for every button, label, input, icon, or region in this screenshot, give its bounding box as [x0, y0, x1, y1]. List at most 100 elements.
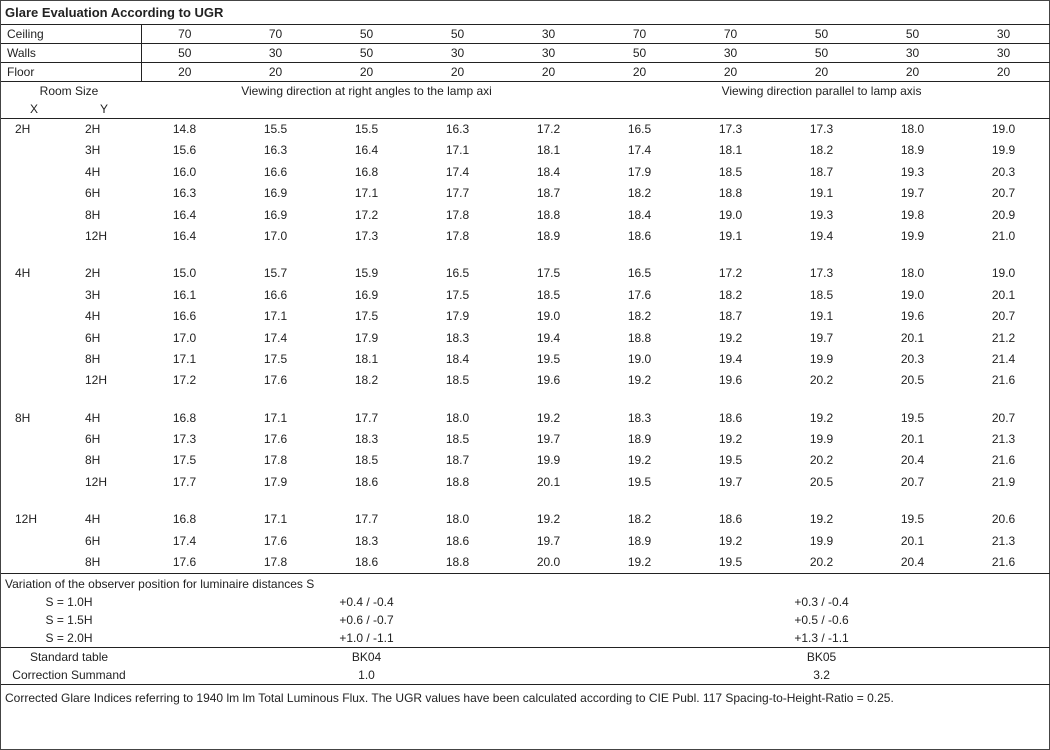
ugr-value: 18.4 [505, 162, 596, 183]
ugr-value: 16.9 [232, 205, 323, 226]
ugr-value: 19.5 [596, 472, 687, 493]
variation-s: S = 1.0H [1, 593, 141, 611]
room-x: 2H [1, 119, 71, 141]
ugr-value: 17.3 [323, 226, 414, 247]
table-title: Glare Evaluation According to UGR [1, 1, 1050, 25]
ugr-value: 20.5 [869, 370, 960, 391]
ugr-value: 19.3 [778, 205, 869, 226]
room-y: 3H [71, 140, 141, 161]
ugr-value: 16.5 [596, 263, 687, 284]
ugr-value: 17.7 [323, 408, 414, 429]
room-y: 12H [71, 370, 141, 391]
variation-left: +0.4 / -0.4 [141, 593, 596, 611]
footnote-row: Corrected Glare Indices referring to 194… [1, 685, 1050, 712]
ugr-value: 17.1 [141, 349, 232, 370]
correction-row: Correction Summand 1.0 3.2 [1, 666, 1050, 685]
floor-row: Floor 20 20 20 20 20 20 20 20 20 20 [1, 63, 1050, 82]
ugr-value: 19.2 [596, 552, 687, 574]
ugr-value: 17.8 [414, 226, 505, 247]
ugr-value: 17.3 [687, 119, 778, 141]
ugr-value: 17.4 [141, 531, 232, 552]
ugr-value: 18.6 [323, 552, 414, 574]
ceiling-row: Ceiling 70 70 50 50 30 70 70 50 50 30 [1, 25, 1050, 44]
ugr-value: 18.6 [323, 472, 414, 493]
ugr-value: 20.7 [960, 183, 1050, 204]
title-row: Glare Evaluation According to UGR [1, 1, 1050, 25]
ugr-value: 16.4 [323, 140, 414, 161]
ugr-value: 17.5 [141, 450, 232, 471]
ugr-value: 16.0 [141, 162, 232, 183]
ugr-value: 17.6 [232, 531, 323, 552]
ugr-value: 18.1 [505, 140, 596, 161]
ugr-value: 18.3 [323, 429, 414, 450]
ugr-value: 15.9 [323, 263, 414, 284]
ugr-value: 20.1 [960, 285, 1050, 306]
ugr-value: 17.1 [232, 408, 323, 429]
variation-right: +0.5 / -0.6 [596, 611, 1050, 629]
ugr-value: 19.0 [687, 205, 778, 226]
ugr-value: 18.5 [414, 370, 505, 391]
ugr-value: 20.3 [960, 162, 1050, 183]
ugr-value: 19.5 [505, 349, 596, 370]
ugr-value: 16.6 [232, 162, 323, 183]
ugr-value: 18.6 [687, 408, 778, 429]
room-y: 8H [71, 552, 141, 574]
ugr-value: 19.0 [960, 263, 1050, 284]
variation-left: +0.6 / -0.7 [141, 611, 596, 629]
ugr-value: 18.9 [596, 531, 687, 552]
ugr-value: 19.2 [778, 408, 869, 429]
ugr-value: 18.5 [414, 429, 505, 450]
ugr-value: 19.9 [778, 429, 869, 450]
standard-table-right: BK05 [596, 648, 1050, 667]
ugr-value: 20.0 [505, 552, 596, 574]
ugr-value: 18.2 [596, 306, 687, 327]
variation-s: S = 1.5H [1, 611, 141, 629]
ugr-value: 18.5 [323, 450, 414, 471]
ugr-value: 19.4 [778, 226, 869, 247]
ugr-value: 19.8 [869, 205, 960, 226]
ugr-value: 20.9 [960, 205, 1050, 226]
ugr-value: 17.1 [232, 509, 323, 530]
ugr-value: 16.6 [141, 306, 232, 327]
data-row: 3H15.616.316.417.118.117.418.118.218.919… [1, 140, 1050, 161]
room-x: 4H [1, 263, 71, 284]
footnote: Corrected Glare Indices referring to 194… [1, 685, 1050, 712]
ugr-value: 19.5 [869, 408, 960, 429]
ugr-value: 17.5 [505, 263, 596, 284]
ugr-value: 21.3 [960, 429, 1050, 450]
room-y-label: Y [71, 100, 141, 119]
ugr-value: 15.6 [141, 140, 232, 161]
ugr-value: 19.4 [505, 328, 596, 349]
ugr-value: 18.4 [414, 349, 505, 370]
ugr-value: 16.4 [141, 226, 232, 247]
ugr-value: 20.1 [869, 531, 960, 552]
ugr-value: 18.1 [323, 349, 414, 370]
data-row: 12H17.717.918.618.820.119.519.720.520.72… [1, 472, 1050, 493]
ugr-value: 17.5 [414, 285, 505, 306]
variation-right: +1.3 / -1.1 [596, 629, 1050, 648]
ugr-value: 19.7 [505, 429, 596, 450]
ugr-value: 19.2 [687, 328, 778, 349]
ugr-value: 15.0 [141, 263, 232, 284]
ugr-value: 18.3 [596, 408, 687, 429]
ugr-value: 14.8 [141, 119, 232, 141]
ugr-value: 16.6 [232, 285, 323, 306]
ugr-value: 18.7 [778, 162, 869, 183]
variation-row: S = 1.5H+0.6 / -0.7+0.5 / -0.6 [1, 611, 1050, 629]
variation-right: +0.3 / -0.4 [596, 593, 1050, 611]
ugr-value: 19.7 [687, 472, 778, 493]
ugr-value: 18.0 [869, 119, 960, 141]
variation-head-row: Variation of the observer position for l… [1, 574, 1050, 594]
ugr-value: 20.2 [778, 370, 869, 391]
ugr-value: 17.5 [323, 306, 414, 327]
ugr-value: 17.0 [141, 328, 232, 349]
ugr-value: 20.1 [869, 429, 960, 450]
ugr-value: 16.1 [141, 285, 232, 306]
ugr-value: 17.1 [323, 183, 414, 204]
ugr-value: 18.7 [505, 183, 596, 204]
room-x [1, 552, 71, 574]
ugr-value: 16.8 [141, 408, 232, 429]
ugr-value: 16.5 [596, 119, 687, 141]
ugr-value: 19.2 [778, 509, 869, 530]
room-xy-row: X Y [1, 100, 1050, 119]
